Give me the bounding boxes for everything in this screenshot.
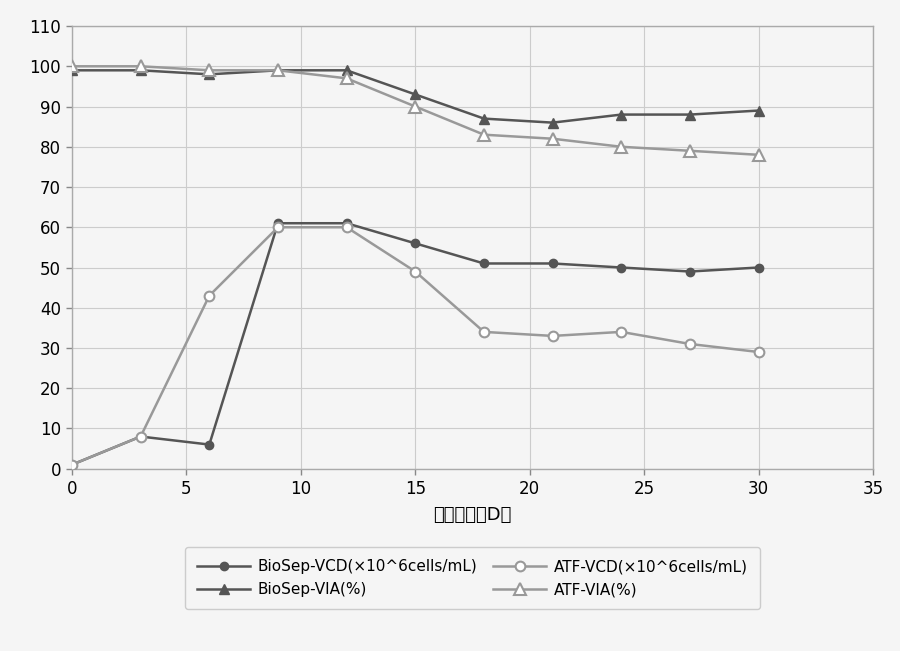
BioSep-VCD(×10^6cells/mL) (341, 219, 352, 227)
BioSep-VCD(×10^6cells/mL) (547, 260, 558, 268)
ATF-VIA(%) (616, 143, 626, 150)
X-axis label: 培养天数（D）: 培养天数（D） (433, 506, 512, 524)
BioSep-VIA(%) (410, 90, 420, 98)
BioSep-VIA(%) (547, 118, 558, 126)
ATF-VIA(%) (685, 147, 696, 155)
ATF-VIA(%) (410, 103, 420, 111)
ATF-VCD(×10^6cells/mL) (410, 268, 420, 275)
BioSep-VIA(%) (479, 115, 490, 122)
Legend: BioSep-VCD(×10^6cells/mL), BioSep-VIA(%), ATF-VCD(×10^6cells/mL), ATF-VIA(%): BioSep-VCD(×10^6cells/mL), BioSep-VIA(%)… (184, 547, 760, 609)
BioSep-VIA(%) (135, 66, 146, 74)
BioSep-VIA(%) (685, 111, 696, 118)
ATF-VIA(%) (67, 62, 77, 70)
ATF-VIA(%) (204, 66, 215, 74)
BioSep-VIA(%) (273, 66, 284, 74)
ATF-VCD(×10^6cells/mL) (135, 433, 146, 441)
BioSep-VIA(%) (204, 70, 215, 78)
BioSep-VCD(×10^6cells/mL) (479, 260, 490, 268)
ATF-VCD(×10^6cells/mL) (479, 328, 490, 336)
Line: ATF-VCD(×10^6cells/mL): ATF-VCD(×10^6cells/mL) (68, 223, 763, 469)
ATF-VIA(%) (135, 62, 146, 70)
BioSep-VIA(%) (753, 107, 764, 115)
ATF-VCD(×10^6cells/mL) (753, 348, 764, 356)
BioSep-VCD(×10^6cells/mL) (273, 219, 284, 227)
ATF-VIA(%) (753, 151, 764, 159)
ATF-VCD(×10^6cells/mL) (547, 332, 558, 340)
ATF-VIA(%) (479, 131, 490, 139)
Line: BioSep-VCD(×10^6cells/mL): BioSep-VCD(×10^6cells/mL) (68, 219, 762, 469)
BioSep-VCD(×10^6cells/mL) (410, 240, 420, 247)
ATF-VCD(×10^6cells/mL) (616, 328, 626, 336)
Line: BioSep-VIA(%): BioSep-VIA(%) (68, 66, 763, 128)
BioSep-VIA(%) (67, 66, 77, 74)
BioSep-VCD(×10^6cells/mL) (685, 268, 696, 275)
ATF-VCD(×10^6cells/mL) (67, 461, 77, 469)
ATF-VIA(%) (547, 135, 558, 143)
ATF-VCD(×10^6cells/mL) (273, 223, 284, 231)
BioSep-VIA(%) (616, 111, 626, 118)
BioSep-VCD(×10^6cells/mL) (67, 461, 77, 469)
ATF-VCD(×10^6cells/mL) (204, 292, 215, 299)
BioSep-VCD(×10^6cells/mL) (204, 441, 215, 449)
ATF-VIA(%) (273, 66, 284, 74)
BioSep-VCD(×10^6cells/mL) (753, 264, 764, 271)
BioSep-VCD(×10^6cells/mL) (135, 433, 146, 441)
BioSep-VIA(%) (341, 66, 352, 74)
Line: ATF-VIA(%): ATF-VIA(%) (67, 61, 764, 160)
ATF-VCD(×10^6cells/mL) (341, 223, 352, 231)
BioSep-VCD(×10^6cells/mL) (616, 264, 626, 271)
ATF-VCD(×10^6cells/mL) (685, 340, 696, 348)
ATF-VIA(%) (341, 74, 352, 82)
